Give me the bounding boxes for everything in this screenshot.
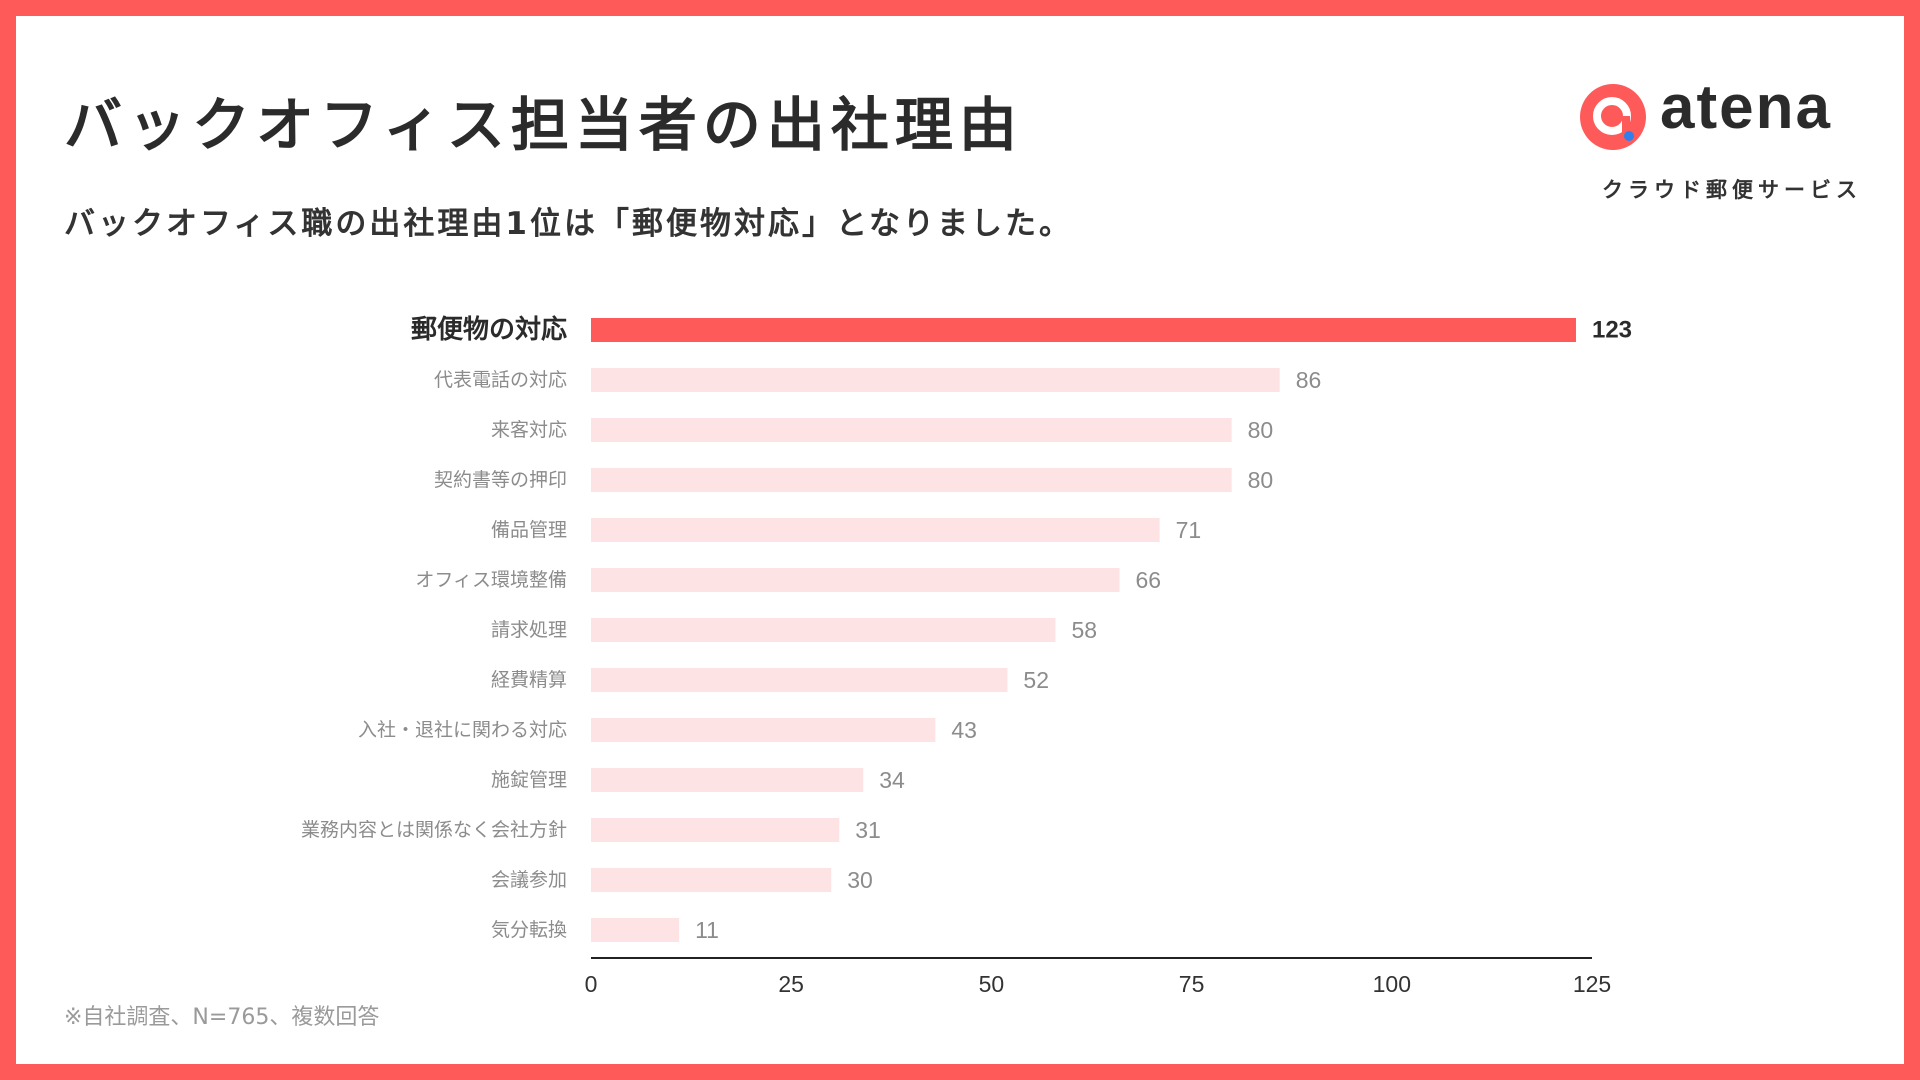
value-label-6: 66 — [1136, 567, 1162, 593]
category-label-11: 業務内容とは関係なく会社方針 — [301, 819, 567, 841]
bar-13 — [591, 918, 680, 942]
value-label-13: 11 — [695, 917, 719, 943]
x-tick-label-6: 125 — [1573, 971, 1611, 997]
value-label-8: 52 — [1023, 667, 1049, 693]
value-label-3: 80 — [1248, 417, 1274, 443]
category-label-10: 施錠管理 — [491, 769, 567, 791]
bar-8 — [591, 668, 1008, 692]
value-label-4: 80 — [1248, 467, 1274, 493]
category-label-6: オフィス環境整備 — [415, 569, 567, 591]
category-label-1: 郵便物の対応 — [411, 314, 567, 345]
brand-logo: atena クラウド郵便サービス — [1578, 72, 1868, 212]
x-tick-label-3: 50 — [979, 971, 1005, 997]
bar-3 — [591, 418, 1232, 442]
footnote: ※自社調査、N=765、複数回答 — [64, 1005, 380, 1030]
bar-4 — [591, 468, 1232, 492]
category-label-8: 経費精算 — [491, 669, 567, 691]
bar-7 — [591, 618, 1056, 642]
page-subtitle: バックオフィス職の出社理由1位は「郵便物対応」となりました。 — [64, 206, 1074, 242]
brand-tagline: クラウド郵便サービス — [1602, 178, 1862, 202]
x-tick-label-5: 100 — [1373, 971, 1411, 997]
page-title: バックオフィス担当者の出社理由 — [64, 91, 1023, 159]
bar-11 — [591, 818, 840, 842]
category-label-2: 代表電話の対応 — [434, 369, 567, 391]
value-label-7: 58 — [1071, 617, 1097, 643]
value-label-9: 43 — [951, 717, 977, 743]
category-label-7: 請求処理 — [491, 619, 567, 641]
bar-5 — [591, 518, 1160, 542]
bar-2 — [591, 368, 1280, 392]
bar-6 — [591, 568, 1120, 592]
value-label-10: 34 — [879, 767, 905, 793]
brand-name: atena — [1660, 73, 1832, 142]
bar-1 — [591, 318, 1576, 342]
bar-chart: 郵便物の対応 123 代表電話の対応 86 来客対応 80 契約書等の押印 80 備品管理 71 オ… — [301, 314, 1632, 997]
category-label-9: 入社・退社に関わる対応 — [358, 719, 567, 741]
category-label-5: 備品管理 — [491, 519, 567, 541]
x-tick-label-4: 75 — [1179, 971, 1205, 997]
category-label-12: 会議参加 — [491, 869, 567, 891]
value-label-11: 31 — [855, 817, 881, 843]
x-tick-label-1: 0 — [585, 971, 598, 997]
category-label-3: 来客対応 — [491, 419, 567, 441]
bar-10 — [591, 768, 864, 792]
value-label-12: 30 — [847, 867, 873, 893]
atena-logo-icon — [1580, 84, 1646, 150]
x-tick-label-2: 25 — [778, 971, 804, 997]
value-label-2: 86 — [1296, 367, 1322, 393]
value-label-5: 71 — [1176, 517, 1202, 543]
value-label-1: 123 — [1592, 317, 1632, 344]
category-label-4: 契約書等の押印 — [434, 469, 567, 491]
category-label-13: 気分転換 — [491, 919, 567, 941]
bar-12 — [591, 868, 832, 892]
page-frame: バックオフィス担当者の出社理由 バックオフィス職の出社理由1位は「郵便物対応」と… — [16, 16, 1904, 1064]
bar-9 — [591, 718, 936, 742]
